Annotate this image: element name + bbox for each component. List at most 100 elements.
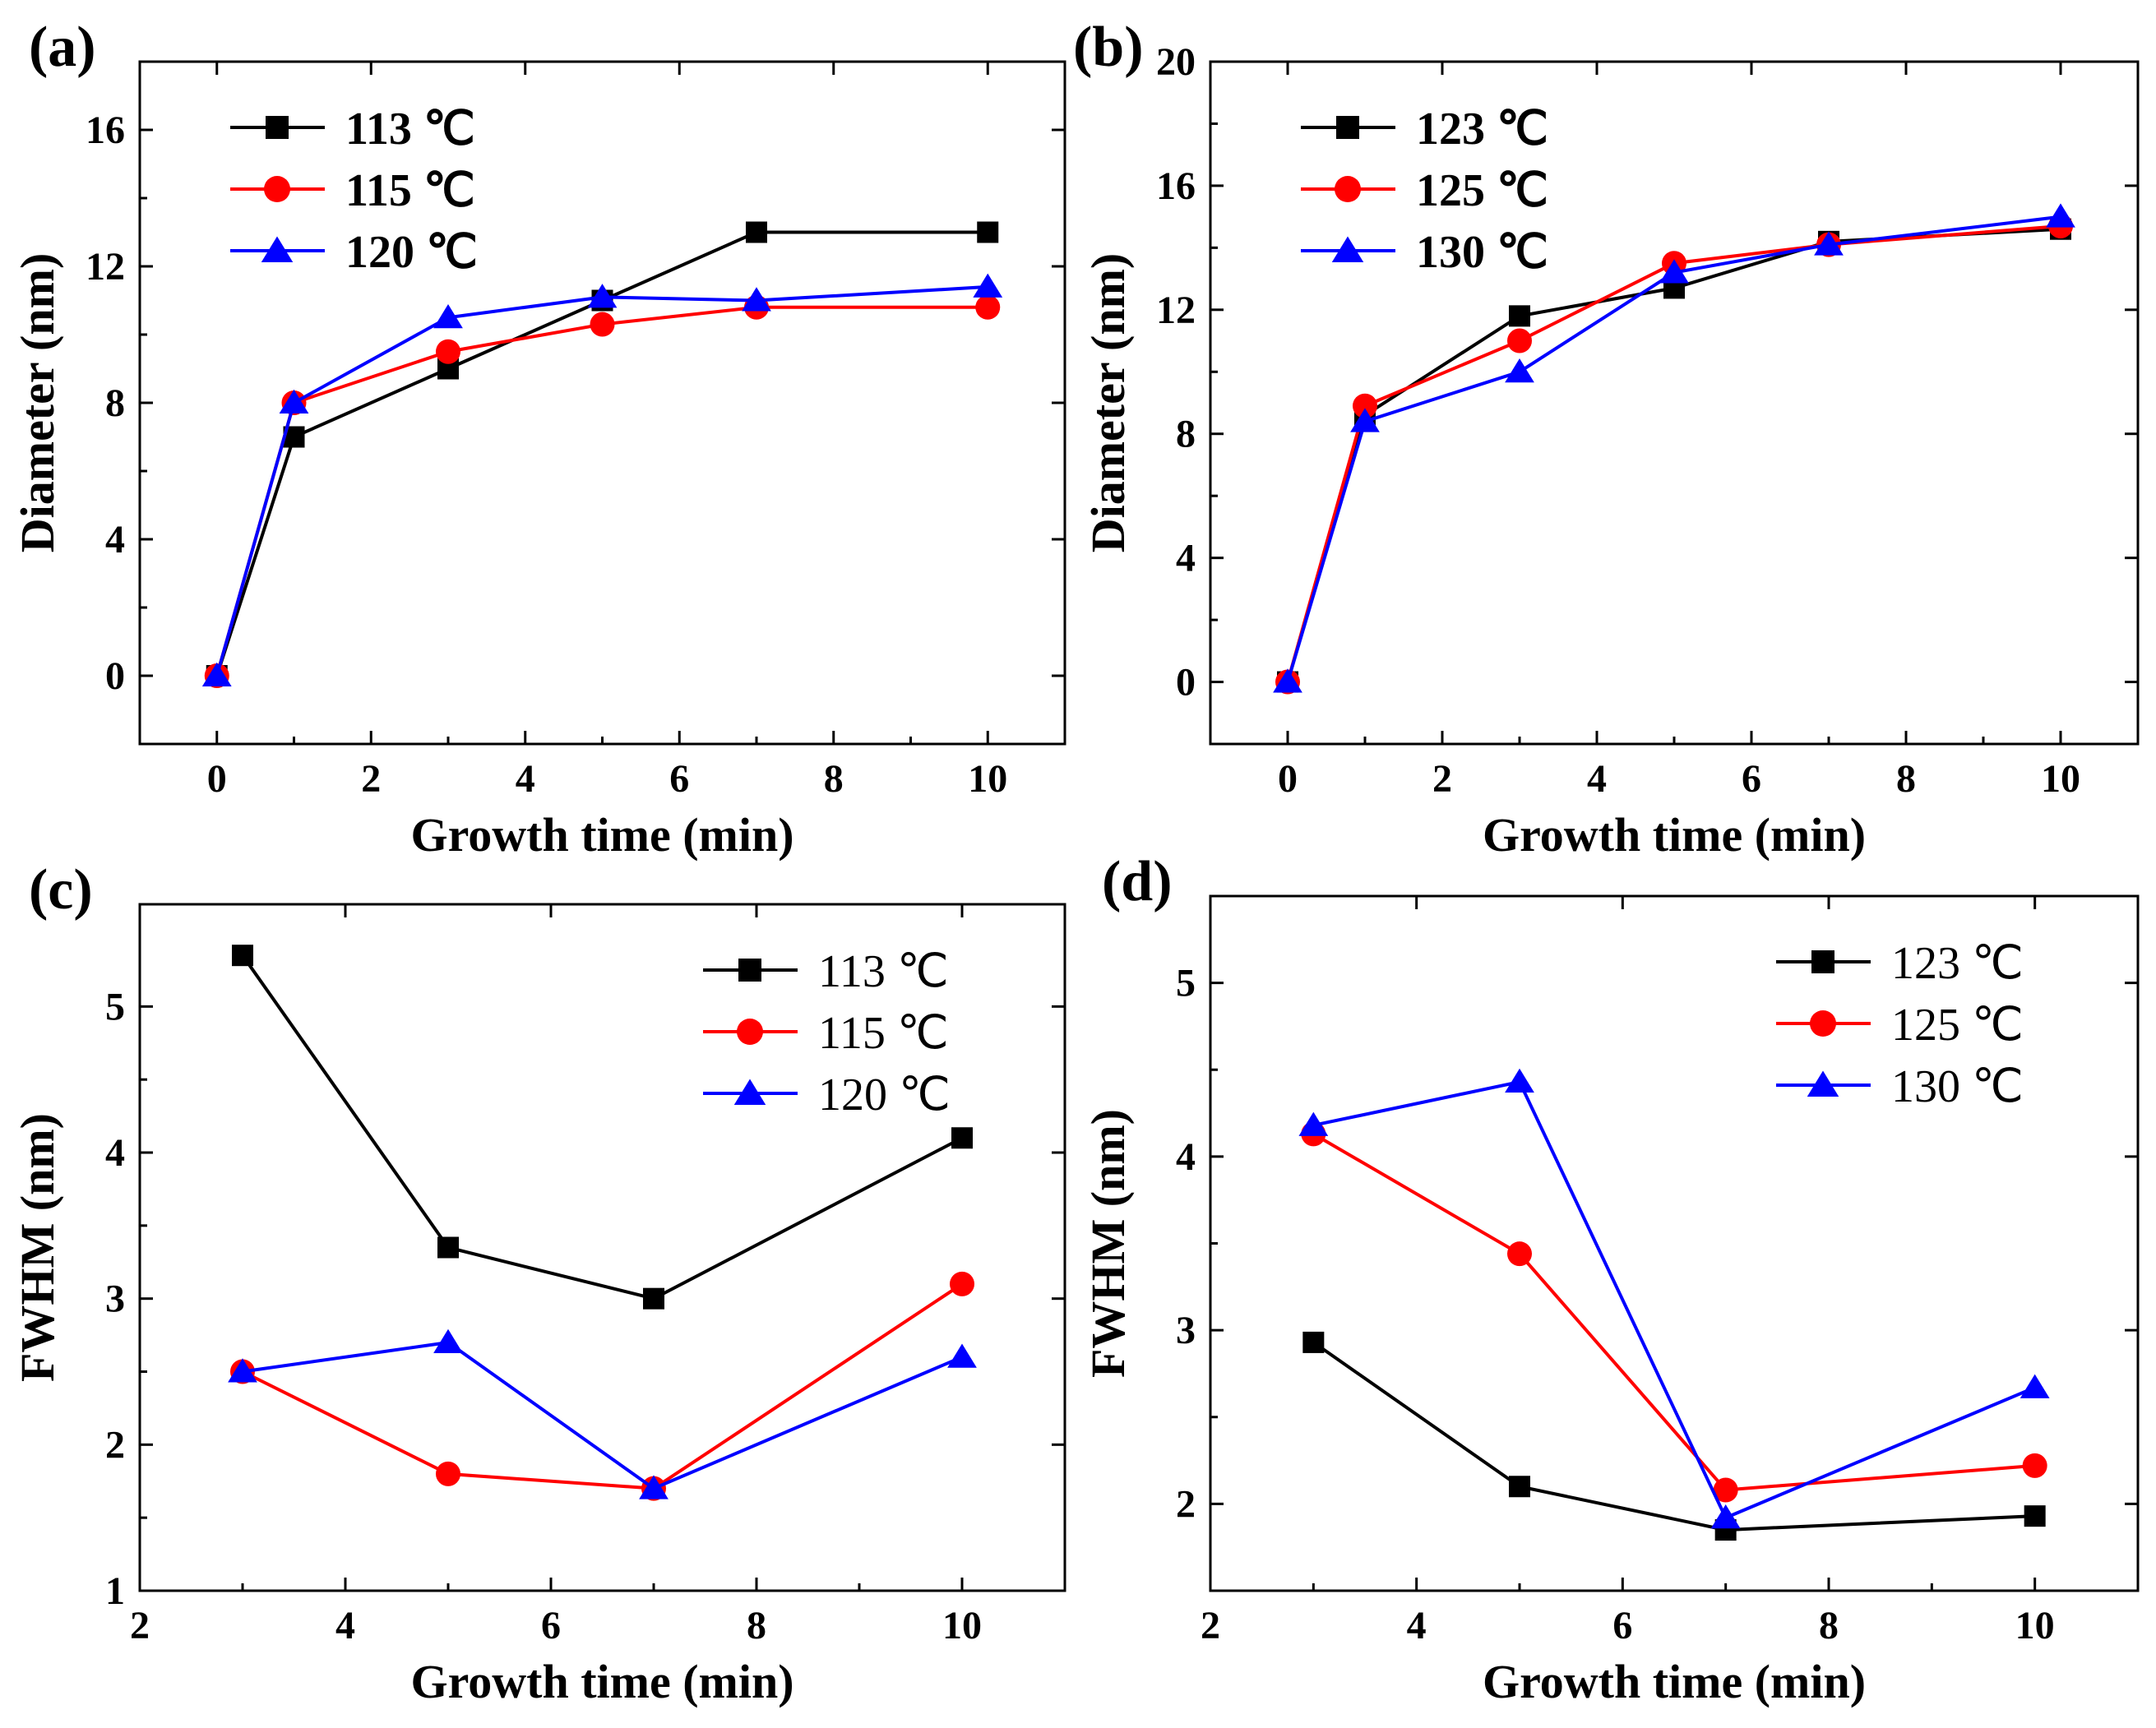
legend-label: 115 ℃	[345, 165, 475, 216]
x-tick-label: 2	[1201, 1604, 1220, 1647]
plot-frame	[138, 60, 1066, 746]
data-point	[232, 945, 253, 967]
data-point	[1507, 1241, 1532, 1267]
x-axis-title: Growth time (min)	[1483, 808, 1866, 862]
x-axis-title: Growth time (min)	[410, 1655, 793, 1708]
data-point	[973, 273, 1003, 298]
y-tick-label: 8	[105, 381, 125, 425]
panel-b: (b) 0 2 4 6 8 10 0 4 8 12 16 20 Growth time (min) Diam…	[1073, 16, 2140, 862]
y-tick-label: 12	[86, 245, 125, 289]
x-tick-label: 8	[1896, 757, 1916, 801]
data-point	[1505, 358, 1534, 383]
y-tick-label: 4	[105, 1131, 125, 1175]
x-tick-label: 6	[541, 1604, 561, 1647]
x-tick-label: 0	[207, 757, 227, 801]
x-tick-label: 8	[824, 757, 844, 801]
data-point	[947, 1343, 977, 1368]
data-point	[746, 221, 767, 243]
x-tick-label: 6	[1612, 1604, 1632, 1647]
data-point	[279, 389, 309, 414]
data-point	[436, 339, 460, 364]
data-point	[950, 1271, 974, 1296]
data-point	[433, 1328, 463, 1353]
data-point	[1505, 1068, 1534, 1093]
legend-marker	[738, 959, 761, 982]
x-tick-label: 2	[1432, 757, 1452, 801]
x-axis-title: Growth time (min)	[410, 808, 793, 862]
x-tick-label: 10	[942, 1604, 982, 1647]
series-line	[1286, 215, 2061, 683]
data-point	[1814, 231, 1844, 256]
y-tick-label: 12	[1156, 289, 1196, 332]
legend-marker	[1331, 236, 1364, 262]
legend-label: 120 ℃	[818, 1070, 951, 1120]
y-axis-title: FWHM (nm)	[1081, 1109, 1135, 1378]
data-point	[1509, 1476, 1530, 1498]
data-point	[639, 1475, 669, 1499]
x-tick-label: 6	[669, 757, 689, 801]
y-axis-title: Diameter (nm)	[11, 253, 64, 553]
data-point	[437, 1236, 459, 1259]
data-point	[1350, 408, 1380, 432]
y-tick-label: 4	[1176, 1135, 1196, 1179]
series-line	[215, 284, 988, 677]
data-point	[643, 1287, 664, 1310]
y-tick-label: 5	[1176, 962, 1196, 1005]
y-tick-label: 2	[105, 1423, 125, 1467]
data-point	[975, 294, 1001, 320]
y-tick-label: 3	[105, 1278, 125, 1321]
x-tick-label: 2	[130, 1604, 150, 1647]
series-line	[215, 305, 988, 677]
panel-label: (d)	[1102, 850, 1173, 913]
y-tick-label: 5	[105, 985, 125, 1028]
y-tick-label: 4	[1176, 537, 1196, 580]
panel-label: (b)	[1073, 16, 1144, 79]
series-line	[1312, 1132, 2035, 1492]
x-tick-label: 0	[1278, 757, 1298, 801]
data-point	[1710, 1504, 1741, 1529]
data-point	[2024, 1505, 2046, 1527]
data-point	[1302, 1331, 1325, 1353]
legend-label: 130 ℃	[1891, 1061, 2024, 1112]
data-point	[2022, 1453, 2047, 1478]
y-tick-label: 0	[1176, 661, 1196, 705]
legend-marker	[1336, 116, 1359, 139]
legend-marker	[1807, 1070, 1839, 1097]
legend-marker	[266, 116, 289, 139]
series-line	[1312, 1079, 2036, 1520]
plot-frame	[1209, 60, 2140, 746]
panel-a: (a) 0 2 4 6 8 10 0 4 8 12 16 Growth time (min) Diamet…	[11, 16, 1066, 862]
legend-label: 123 ℃	[1891, 938, 2024, 989]
legend-label: 113 ℃	[345, 104, 475, 155]
data-point	[228, 1358, 257, 1383]
x-tick-label: 8	[747, 1604, 766, 1647]
data-point	[201, 662, 232, 686]
plot-frame	[138, 903, 1066, 1592]
data-point	[2046, 203, 2075, 228]
data-point	[1353, 393, 1377, 418]
legend-marker	[737, 1019, 763, 1045]
x-tick-label: 6	[1742, 757, 1761, 801]
series-line	[241, 954, 963, 1301]
y-tick-label: 20	[1156, 40, 1196, 84]
data-point	[1507, 328, 1532, 353]
legend-marker	[1810, 1010, 1836, 1037]
x-tick-label: 4	[1587, 757, 1607, 801]
legend-marker	[733, 1079, 766, 1105]
y-tick-label: 4	[105, 518, 125, 561]
legend-marker	[1811, 950, 1834, 973]
legend-label: 125 ℃	[1891, 1000, 2024, 1051]
data-point	[1509, 305, 1530, 327]
panel-label: (c)	[29, 858, 93, 922]
series-line	[242, 1282, 964, 1490]
x-tick-label: 4	[335, 1604, 355, 1647]
legend-label: 120 ℃	[345, 227, 478, 278]
data-point	[587, 284, 618, 308]
legend-label: 125 ℃	[1416, 165, 1548, 216]
data-point	[1298, 1111, 1329, 1136]
x-tick-label: 10	[2041, 757, 2080, 801]
y-tick-label: 3	[1176, 1309, 1196, 1352]
series-line	[1312, 1341, 2035, 1532]
legend-marker	[261, 236, 294, 262]
